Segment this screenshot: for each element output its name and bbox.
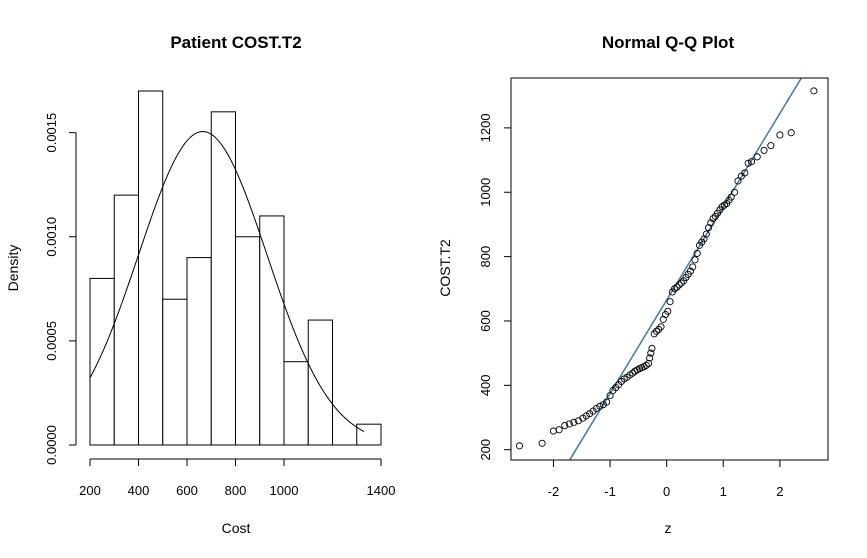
qq-y-tick-label: 600 (478, 310, 493, 332)
histogram-bars (89, 90, 382, 446)
qq-point (691, 256, 699, 264)
qq-point (720, 201, 728, 209)
qq-point (731, 188, 739, 196)
histogram-bar (307, 319, 333, 446)
qq-point (776, 131, 784, 139)
qq-point (707, 219, 715, 227)
qq-point (675, 281, 683, 289)
qq-point (642, 361, 650, 369)
qq-point (810, 87, 818, 95)
qq-point (648, 344, 656, 352)
histogram-bar (210, 111, 236, 446)
qq-x-axis: -2 -1 0 1 2 (548, 460, 784, 499)
qq-point (686, 267, 694, 275)
qq-x-tick-label: 1 (720, 484, 727, 499)
qq-point (565, 420, 573, 428)
qq-point (664, 307, 672, 315)
histogram-bar (138, 90, 164, 446)
histogram-y-axis: 0.0000 0.0005 0.0010 0.0015 (44, 113, 77, 465)
histogram-bar (283, 361, 309, 446)
qq-point (744, 159, 752, 167)
qq-point (647, 349, 655, 357)
qq-point (709, 215, 717, 223)
histogram-x-axis: 200 400 600 800 1000 1400 (79, 458, 396, 498)
histogram-bar (162, 298, 188, 446)
histogram-bar (259, 215, 285, 446)
qq-y-tick-label: 1000 (478, 178, 493, 207)
histogram-x-tick-label: 1000 (270, 483, 299, 498)
qq-point (570, 418, 578, 426)
histogram-y-tick-label: 0.0000 (44, 425, 59, 465)
qq-point (549, 427, 558, 435)
qq-point (767, 142, 775, 150)
qq-point (727, 193, 735, 201)
qq-point (561, 422, 569, 430)
qq-point (646, 354, 654, 362)
qq-plot-frame (510, 77, 829, 461)
histogram-x-axis-label: Cost (222, 520, 251, 536)
qq-y-tick-label: 800 (478, 246, 493, 268)
qq-title: Normal Q-Q Plot (602, 33, 735, 52)
histogram-title: Patient COST.T2 (170, 33, 301, 52)
qq-point (671, 285, 679, 293)
histogram-y-axis-label: Density (5, 245, 21, 292)
histogram-y-tick-label: 0.0005 (44, 321, 59, 361)
histogram-bar (89, 277, 115, 446)
histogram-bar (235, 236, 261, 446)
qq-x-tick-label: -1 (604, 484, 616, 499)
qq-point (555, 426, 563, 434)
qq-point (702, 230, 710, 238)
qq-points (515, 87, 818, 450)
histogram-x-tick-label: 200 (79, 483, 101, 498)
histogram-bar (113, 194, 139, 446)
qq-point (787, 129, 795, 137)
qq-point (689, 263, 697, 271)
qq-point (693, 249, 701, 257)
qq-y-tick-label: 400 (478, 374, 493, 396)
qq-point (734, 177, 742, 185)
qq-x-tick-label: 2 (776, 484, 783, 499)
histogram-y-tick-label: 0.0010 (44, 217, 59, 257)
qq-point (657, 323, 665, 331)
histogram-x-tick-label: 600 (176, 483, 198, 498)
qq-point (538, 439, 546, 447)
qq-point (645, 359, 653, 368)
qq-y-axis-label: COST.T2 (437, 239, 453, 297)
qq-point (596, 402, 604, 410)
qq-point (753, 153, 761, 161)
qq-x-tick-label: 0 (663, 484, 670, 499)
histogram-bar (356, 423, 382, 446)
qq-point (673, 283, 681, 291)
qq-y-tick-label: 1200 (478, 113, 493, 142)
qq-point (760, 146, 768, 154)
histogram-x-tick-label: 1400 (367, 483, 396, 498)
qq-panel: Normal Q-Q Plot z COST.T2 -2 -1 0 1 2 200 400… (437, 33, 829, 536)
histogram-x-tick-label: 800 (225, 483, 247, 498)
histogram-bar (186, 257, 212, 446)
qq-y-tick-label: 200 (478, 439, 493, 461)
qq-y-axis: 200 400 600 800 1000 1200 (478, 113, 511, 461)
qq-point (741, 169, 749, 177)
normal-density-curve (89, 131, 365, 432)
histogram-y-tick-label: 0.0015 (44, 113, 59, 153)
qq-point (652, 327, 661, 335)
qq-x-tick-label: -2 (548, 484, 560, 499)
histogram-x-tick-label: 400 (128, 483, 150, 498)
histogram-panel: Patient COST.T2 Cost Density 200 400 600 80… (5, 33, 395, 536)
qq-point (677, 279, 685, 287)
qq-point (748, 158, 756, 166)
qq-reference-line (568, 78, 803, 460)
qq-point (515, 442, 524, 450)
qq-x-axis-label: z (665, 520, 672, 536)
qq-point (666, 298, 674, 306)
qq-point (603, 398, 611, 406)
